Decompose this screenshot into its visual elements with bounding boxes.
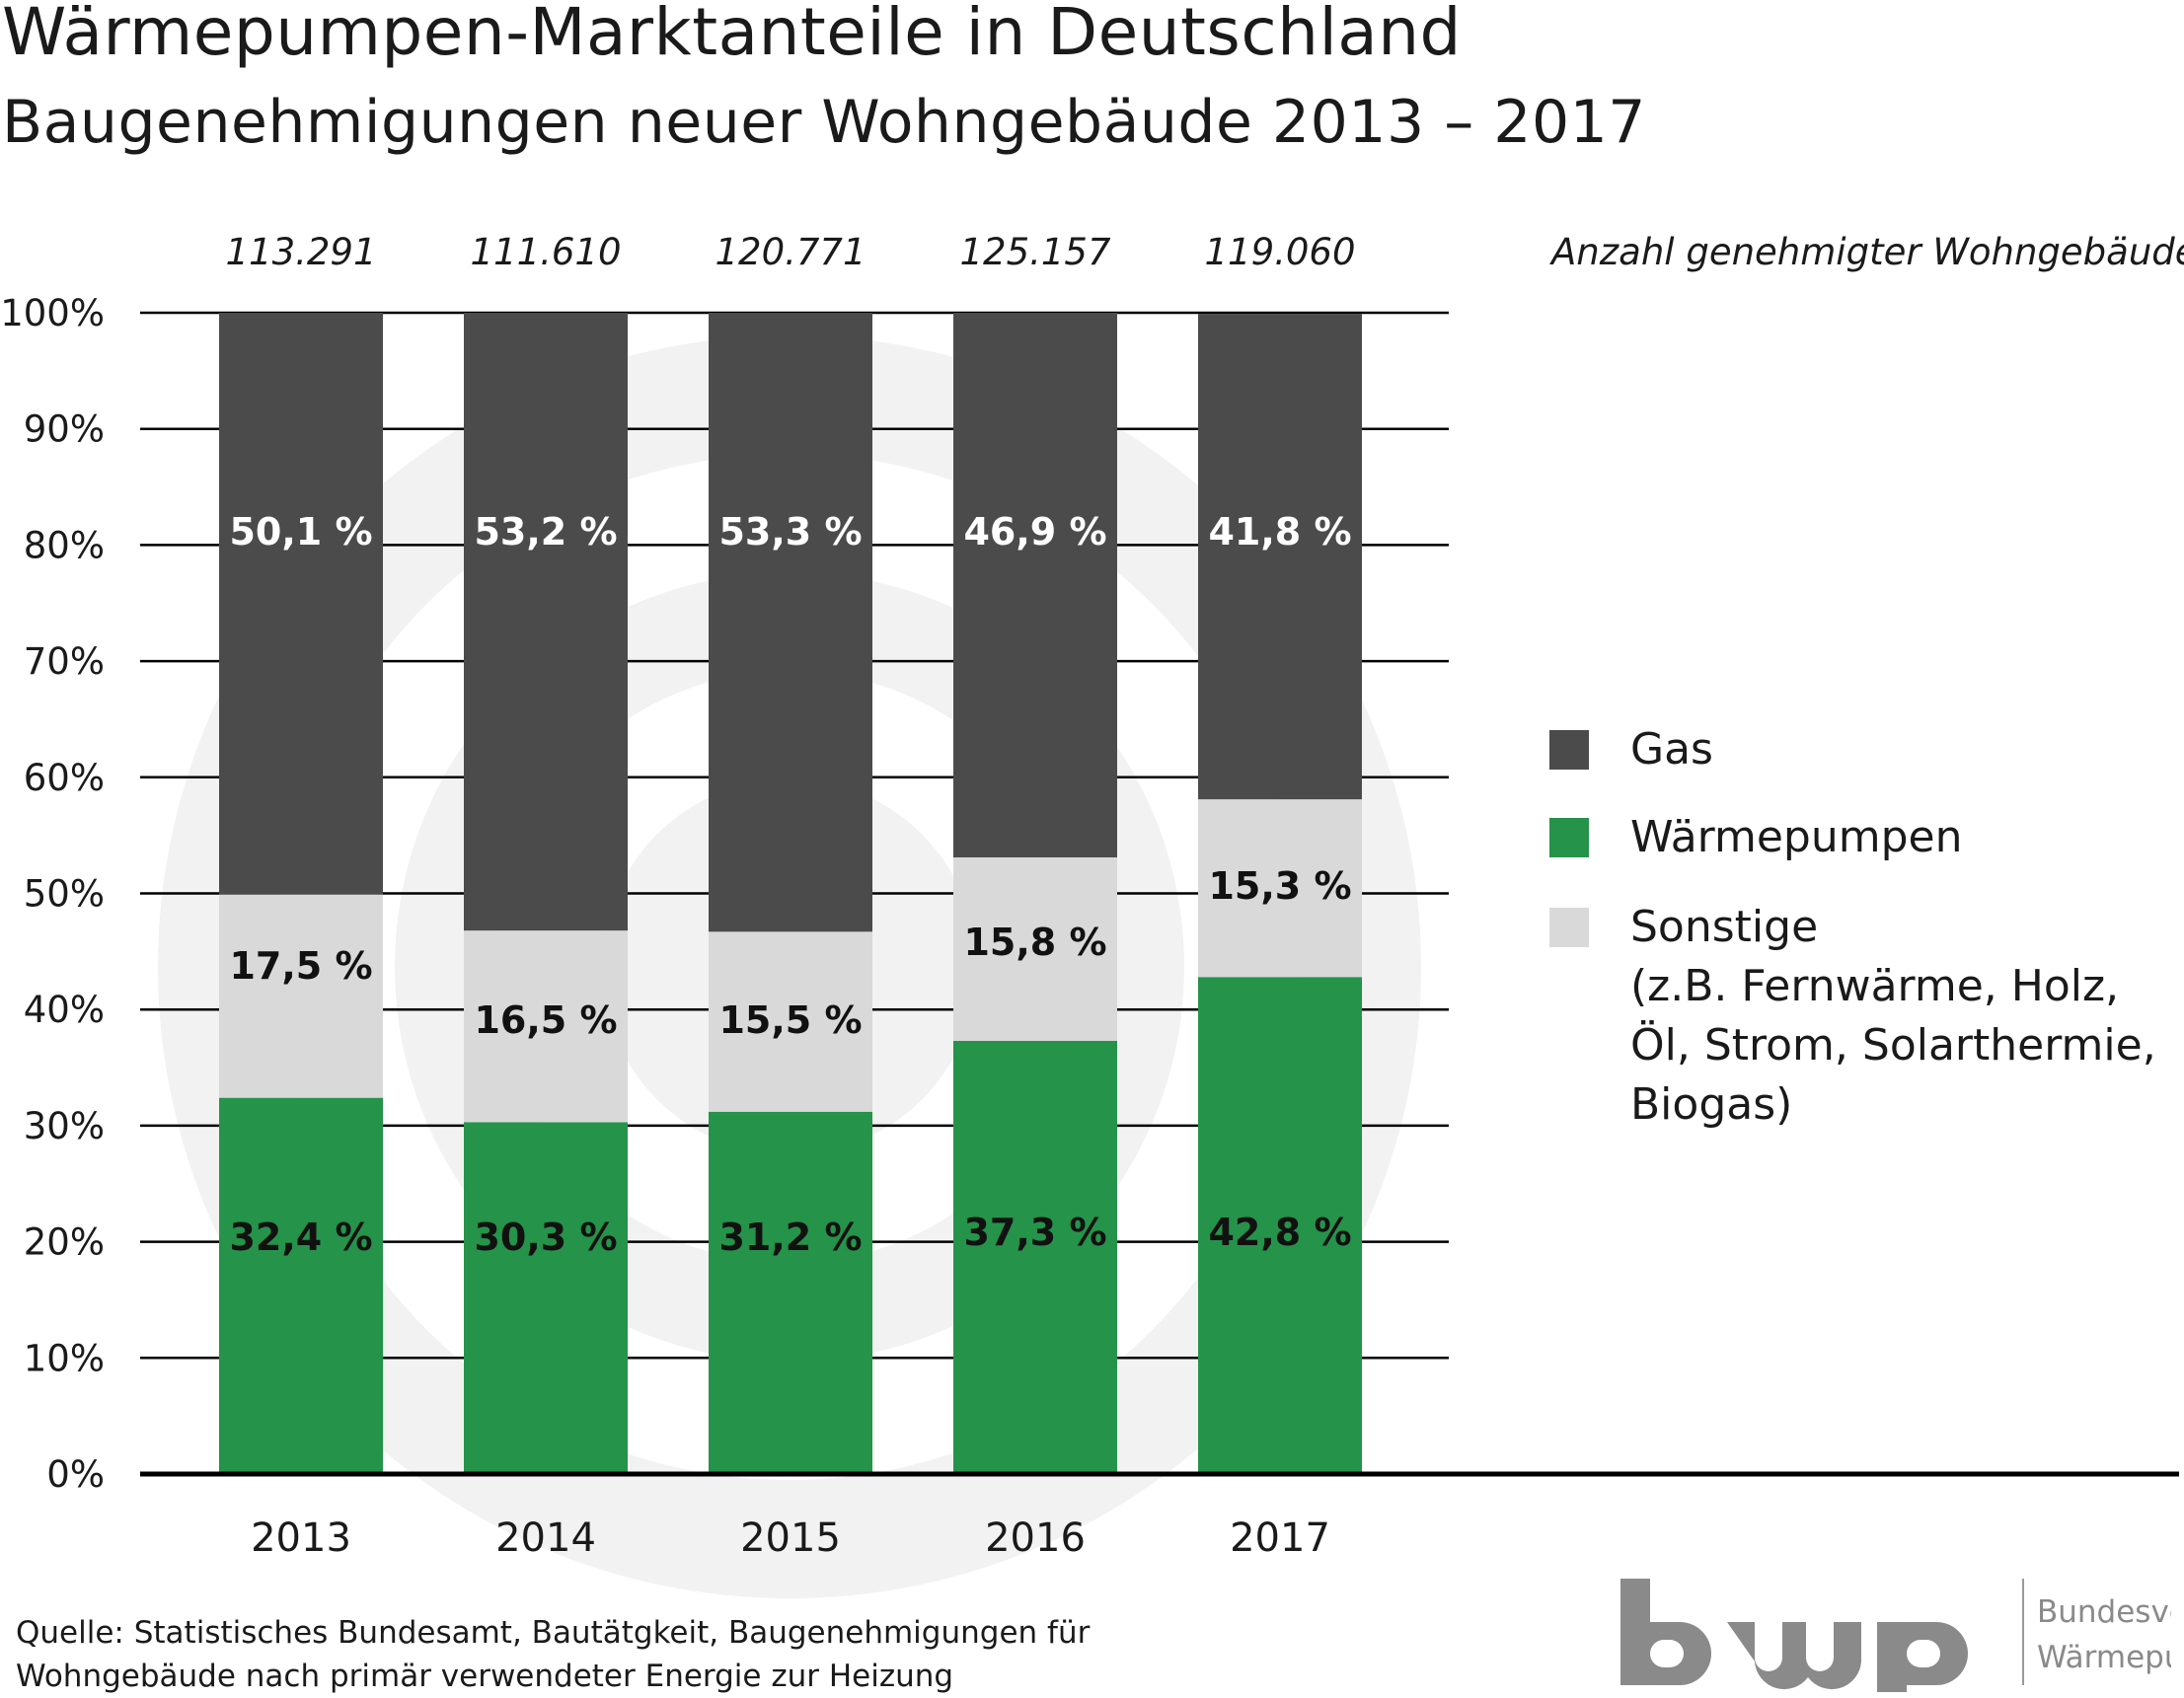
bar-segment <box>1198 799 1362 978</box>
x-tick-label: 2017 <box>1230 1515 1330 1561</box>
bar-segment <box>464 1122 628 1474</box>
bar-segment <box>464 313 628 931</box>
y-tick-label: 90% <box>24 408 105 451</box>
data-label: 50,1 % <box>229 510 372 554</box>
data-label: 41,8 % <box>1208 510 1351 554</box>
x-tick-label: 2015 <box>740 1515 841 1561</box>
y-tick-label: 40% <box>24 989 105 1031</box>
y-tick-label: 50% <box>24 873 105 916</box>
data-label: 32,4 % <box>229 1216 372 1259</box>
y-tick-label: 0% <box>46 1453 105 1496</box>
logo-line-2: Wärmepumpe e.V. <box>2037 1640 2171 1675</box>
bwp-logo-mark <box>1620 1579 1968 1692</box>
count-value: 119.060 <box>1204 231 1355 273</box>
y-tick-label: 10% <box>24 1337 105 1379</box>
data-label: 42,8 % <box>1208 1211 1351 1254</box>
bar-segment <box>1198 977 1362 1474</box>
bar-segment <box>1198 314 1362 800</box>
x-tick-label: 2013 <box>251 1515 351 1561</box>
data-label: 30,3 % <box>474 1216 617 1259</box>
bar-segment <box>219 1097 383 1474</box>
x-axis: 2013 2014 2015 2016 2017 <box>140 1471 2179 1561</box>
data-label: 37,3 % <box>963 1211 1106 1254</box>
legend-label: Sonstige (z.B. Fernwärme, Holz, Öl, Strom,… <box>1630 902 2156 1130</box>
bar-segment <box>219 313 383 895</box>
data-label: 53,2 % <box>474 510 617 554</box>
chart-subtitle: Baugenehmigungen neuer Wohngebäude 2013 … <box>2 88 1646 157</box>
logo-line-1: Bundesverband <box>2037 1594 2171 1630</box>
bar-segment <box>953 1040 1117 1474</box>
source-note: Quelle: Statistisches Bundesamt, Bautätg… <box>16 1615 1091 1694</box>
bar-segment <box>953 857 1117 1041</box>
count-value: 113.291 <box>225 231 376 273</box>
y-tick-label: 70% <box>24 640 105 683</box>
legend-swatch <box>1549 908 1589 947</box>
bar-segment <box>219 894 383 1098</box>
legend-swatch <box>1549 730 1589 770</box>
legend-label: Wärmepumpen <box>1630 812 1963 862</box>
x-tick-label: 2016 <box>985 1515 1086 1561</box>
bar-group: 32,4 % 30,3 % 31,2 % 37,3 % 42,8 % 17,5 % 16,5… <box>219 313 1362 1474</box>
x-tick-label: 2014 <box>495 1515 596 1561</box>
bar-segment <box>709 1111 872 1474</box>
bar-segment <box>709 931 872 1112</box>
bar-segment <box>709 313 872 932</box>
data-label: 53,3 % <box>718 510 862 554</box>
legend-label: Gas <box>1630 724 1713 775</box>
data-label: 16,5 % <box>474 998 617 1042</box>
data-label: 15,5 % <box>718 998 862 1042</box>
bar-segment <box>464 930 628 1123</box>
y-tick-label: 80% <box>24 524 105 566</box>
y-tick-label: 100% <box>0 292 105 334</box>
legend-swatch <box>1549 818 1589 857</box>
count-value: 120.771 <box>715 231 866 273</box>
y-tick-label: 20% <box>24 1221 105 1264</box>
data-label: 46,9 % <box>963 510 1106 554</box>
count-value: 125.157 <box>959 231 1110 273</box>
y-axis: 0% 10% 20% 30% 40% 50% 60% 70% 80% 90% 100% <box>0 292 105 1496</box>
data-label: 15,3 % <box>1208 864 1351 908</box>
data-label: 31,2 % <box>718 1216 862 1259</box>
chart-title: Wärmepumpen-Marktanteile in Deutschland <box>2 0 1462 70</box>
count-labels: 113.291 111.610 120.771 125.157 119.060 <box>225 231 1355 273</box>
count-value: 111.610 <box>470 231 621 273</box>
bwp-logo: Bundesverband Wärmepumpe e.V. <box>1620 1579 2171 1692</box>
y-tick-label: 60% <box>24 757 105 799</box>
data-label: 15,8 % <box>963 921 1106 964</box>
data-label: 17,5 % <box>229 944 372 988</box>
y-tick-label: 30% <box>24 1105 105 1147</box>
count-axis-label: Anzahl genehmigter Wohngebäude <box>1551 231 2184 273</box>
bar-segment <box>953 313 1117 858</box>
